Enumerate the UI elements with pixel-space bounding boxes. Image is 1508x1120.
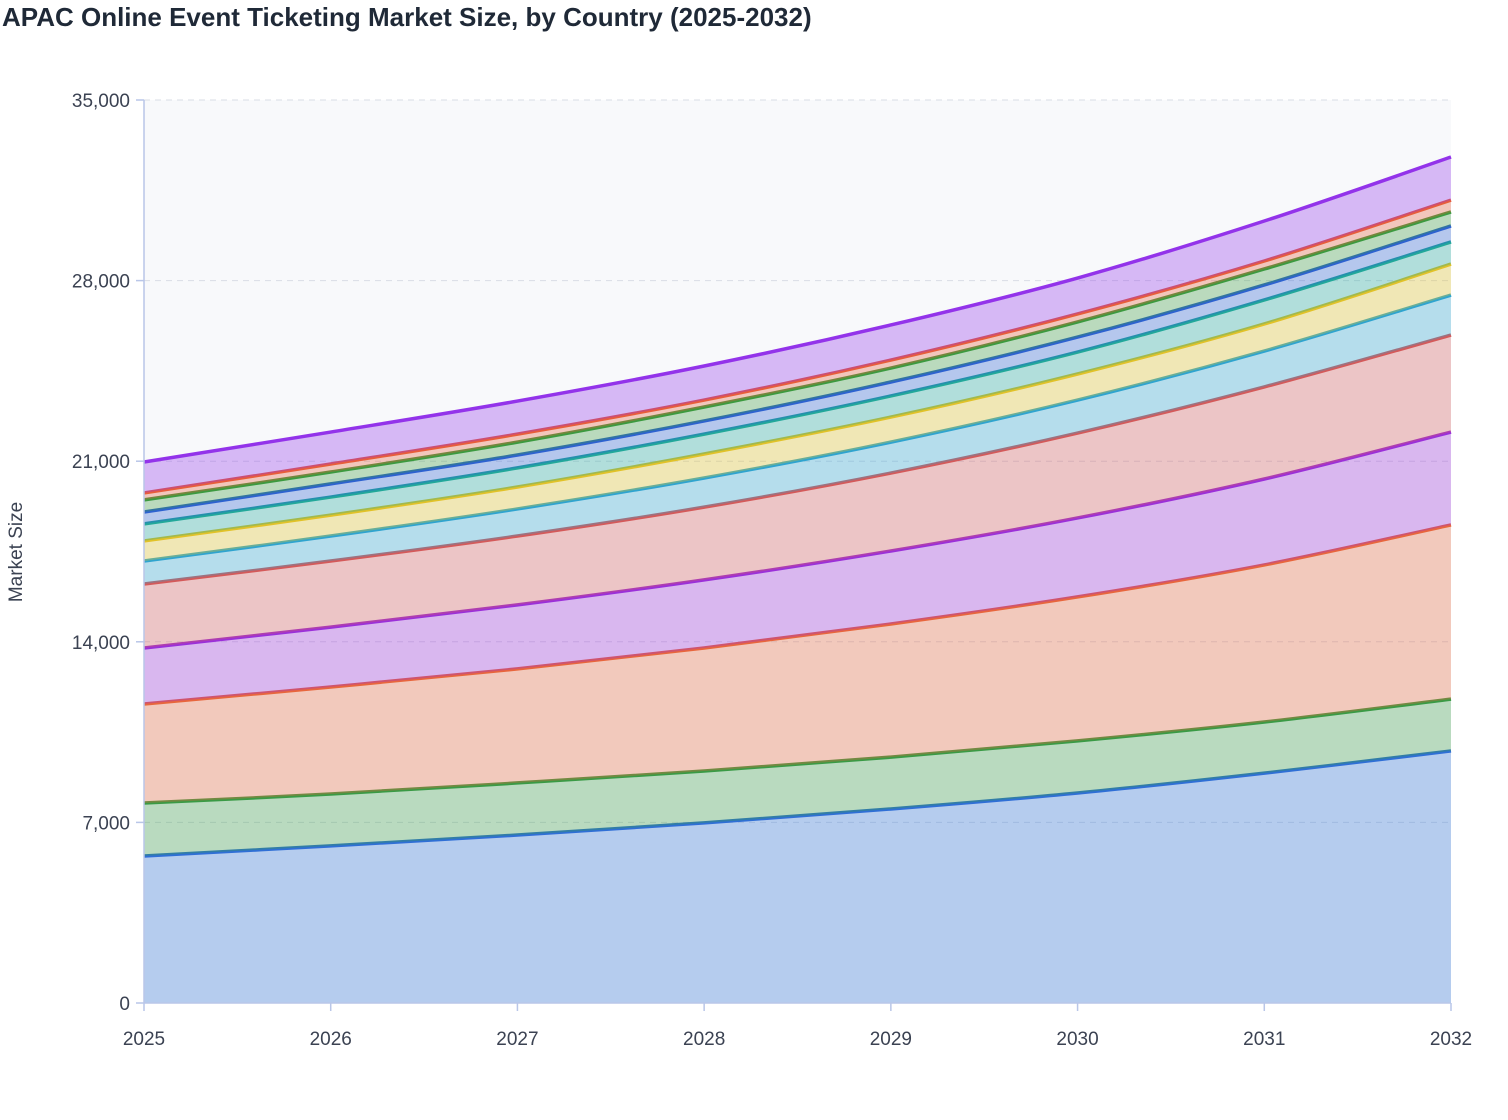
- area: [144, 699, 1451, 856]
- chart-title: APAC Online Event Ticketing Market Size,…: [2, 2, 812, 32]
- y-tick-label: 35,000: [72, 91, 130, 112]
- area: [144, 524, 1451, 804]
- y-axis-label: Market Size: [6, 502, 27, 602]
- y-tick-label: 28,000: [72, 272, 130, 293]
- area-line: [143, 155, 1452, 464]
- area-line: [143, 198, 1452, 495]
- area-line: [143, 293, 1452, 563]
- plot-background: [144, 100, 1451, 1003]
- area-line: [143, 210, 1452, 502]
- area-line: [143, 430, 1452, 650]
- y-tick-label: 0: [119, 994, 130, 1015]
- area: [144, 264, 1451, 562]
- x-tick-label: 2031: [1243, 1029, 1285, 1050]
- area-line: [143, 262, 1452, 543]
- area-line: [143, 697, 1452, 805]
- area: [144, 157, 1451, 493]
- y-tick-label: 21,000: [72, 452, 130, 473]
- area-line: [143, 240, 1452, 526]
- area: [144, 750, 1451, 1003]
- x-tick-label: 2029: [870, 1029, 912, 1050]
- area: [144, 432, 1451, 704]
- y-tick-label: 14,000: [72, 633, 130, 654]
- x-tick-label: 2032: [1430, 1029, 1472, 1050]
- x-tick-label: 2028: [683, 1029, 725, 1050]
- x-tick-label: 2026: [310, 1029, 352, 1050]
- area-line: [143, 224, 1452, 514]
- area: [144, 241, 1451, 541]
- y-tick-label: 7,000: [82, 813, 130, 834]
- x-tick-label: 2025: [123, 1029, 165, 1050]
- area: [144, 295, 1451, 585]
- area-line: [143, 333, 1452, 586]
- x-tick-label: 2027: [496, 1029, 538, 1050]
- area-line: [143, 749, 1452, 858]
- area-line: [143, 523, 1452, 706]
- x-tick-label: 2030: [1056, 1029, 1098, 1050]
